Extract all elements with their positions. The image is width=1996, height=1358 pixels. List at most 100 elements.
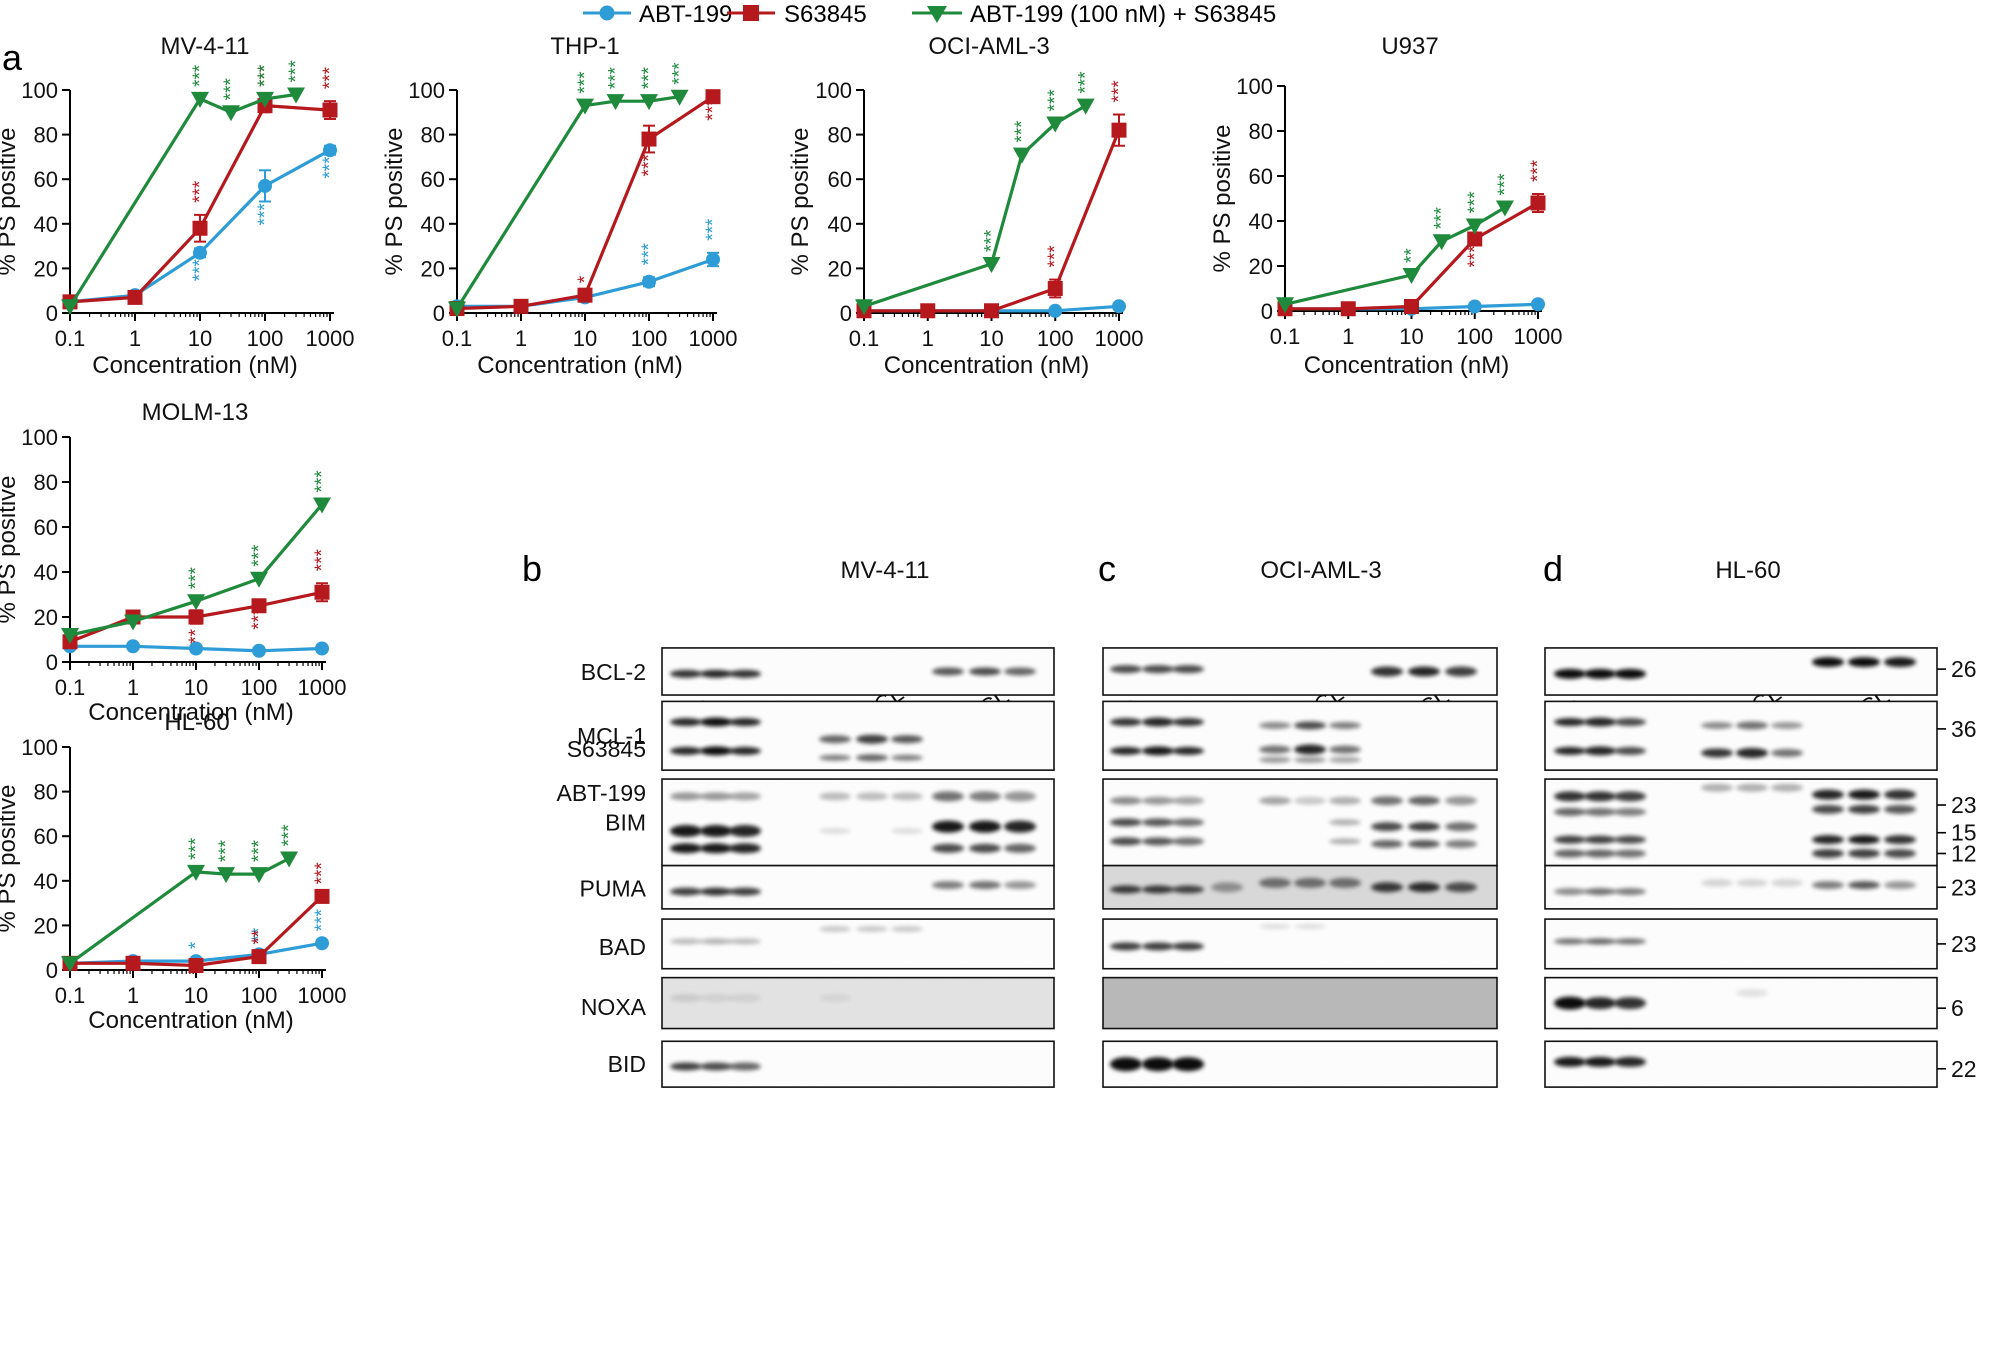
significance-marker: ** [249,927,270,942]
band [1142,837,1174,846]
band [1614,835,1646,844]
legend-item-abt199: ABT-199 [583,1,732,28]
blot-frame [661,976,1055,1030]
band [729,843,761,854]
x-tick-label: 10 [573,326,597,351]
band [700,938,732,945]
band [969,667,1001,676]
band [932,843,964,853]
band [1771,783,1803,792]
data-point [513,298,529,314]
band [1554,849,1586,858]
x-tick-label: 10 [1399,324,1423,349]
significance-marker: *** [1045,245,1066,268]
band [670,669,702,678]
protein-label: BCL-2 [581,659,646,685]
blot-texture [1545,701,1937,771]
blot-row-bad [1544,918,1938,970]
data-point [189,641,203,656]
band [1584,746,1616,756]
x-tick-label: 10 [188,326,212,351]
mw-label: 23 [1951,874,1977,900]
data-point [187,594,205,611]
band [1142,818,1174,827]
band [1408,839,1440,848]
y-tick-label: 80 [421,123,445,148]
blot-row-bad [661,918,1055,970]
y-tick-label: 80 [34,780,58,805]
blot-texture [1545,919,1937,969]
band [1408,796,1440,806]
band [891,827,923,834]
series-triangle-down: ************ [61,824,300,973]
data-point [706,252,720,267]
band [1701,783,1733,792]
y-tick-label: 60 [34,824,58,849]
band [1172,718,1204,727]
series-line [864,129,1121,313]
band [1614,746,1646,755]
data-point [1467,299,1482,314]
band [700,717,732,727]
band [1554,746,1586,755]
band [1554,718,1586,727]
band [969,881,1001,890]
band [1614,997,1646,1010]
blot-frame [661,918,1055,970]
band [1408,666,1440,677]
chart-1: MV-4-11 0 20 40 60 80 100 0.1 1 10 100 1000 Concentr… [0,33,354,379]
data-point [188,609,204,625]
chart-title: OCI-AML-3 [928,33,1049,60]
band [969,843,1001,853]
significance-marker: *** [186,837,207,860]
y-axis-label: % PS positive [787,127,814,275]
y-tick-label: 40 [1249,209,1273,234]
band [1848,804,1880,814]
band [1110,718,1142,727]
blot-row-bim [1544,778,1938,867]
blot-row-bcl-2 [1102,647,1498,696]
significance-marker: *** [255,203,276,226]
band [891,754,923,761]
x-tick-label: 100 [247,326,284,351]
data-point [1467,231,1483,247]
band [1584,938,1616,945]
legend-item-s63845: S63845 [727,1,867,28]
band [729,792,761,801]
blot-panel-b: MV-4-11InputIP:MCL-1IP:BCL- 2-+-BC-+--+-… [661,557,1055,1088]
series-triangle-down: ************ [855,71,1097,316]
band [1554,888,1586,896]
y-tick-label: 60 [34,515,58,540]
data-point [250,867,268,884]
band [819,827,851,834]
data-point [1432,234,1451,251]
band [729,718,761,727]
data-point [258,178,272,193]
data-point [982,256,1001,273]
series-square: *** *** [856,80,1130,319]
data-point [1340,301,1356,317]
data-point [192,220,208,236]
x-tick-label: 100 [631,326,668,351]
band [1259,924,1291,930]
band [729,669,761,678]
series-square: *** *** [1277,159,1549,317]
band [670,746,702,755]
data-point [315,641,329,656]
band [1371,666,1403,677]
blot-row-bid [1544,1040,1938,1088]
band [1736,988,1768,997]
protein-label: BID [608,1051,646,1077]
chart-title: MOLM-13 [142,399,249,426]
band [1172,665,1204,674]
band [969,791,1001,802]
significance-marker: *** [1432,206,1453,229]
data-point [920,303,936,319]
significance-marker: *** [286,60,307,83]
band [670,718,702,727]
band [1294,756,1326,763]
data-point [251,949,267,965]
band [1110,942,1142,951]
band [1812,881,1844,890]
